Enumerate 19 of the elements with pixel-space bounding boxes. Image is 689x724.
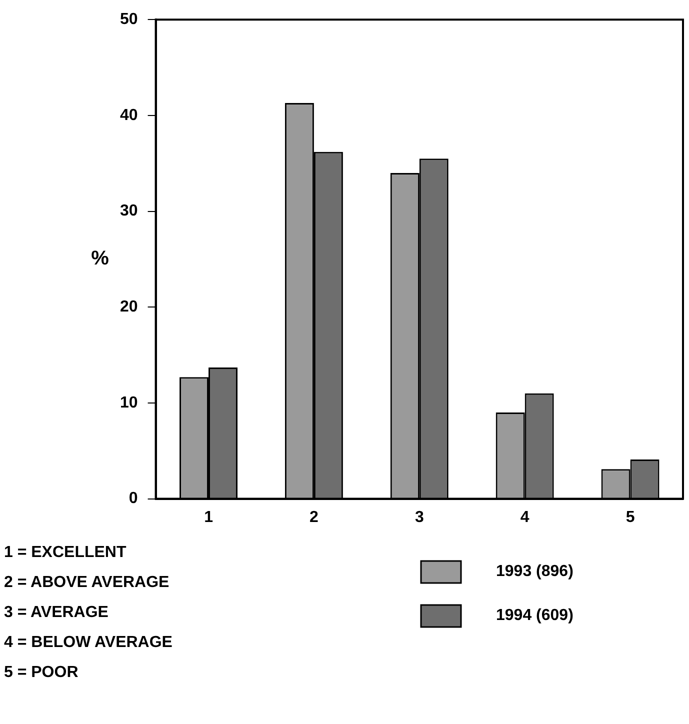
y-axis-title: %: [91, 248, 110, 270]
x-tick-label: 1: [204, 508, 214, 526]
y-tick-label: 40: [120, 106, 138, 124]
text: 5 = POOR: [4, 663, 80, 683]
x-tick-label: 5: [626, 508, 635, 526]
x-tick-label: 4: [520, 508, 530, 526]
y-tick-label: 30: [120, 202, 138, 220]
legend-label: 1993 (896): [496, 563, 574, 581]
y-tick-label: 50: [120, 11, 138, 28]
text: 2 = ABOVE AVERAGE: [4, 573, 170, 593]
y-tick-label: 20: [120, 298, 138, 316]
legend-label: 1994 (609): [496, 607, 574, 625]
x-tick-label: 2: [310, 508, 319, 526]
text: 4 = BELOW AVERAGE: [4, 633, 172, 653]
y-tick-label: 0: [128, 490, 138, 508]
text: 3 = AVERAGE: [4, 603, 110, 623]
text: 1 = EXCELLENT: [4, 543, 128, 563]
x-tick-label: 3: [414, 508, 424, 526]
y-tick-label: 10: [120, 394, 138, 412]
